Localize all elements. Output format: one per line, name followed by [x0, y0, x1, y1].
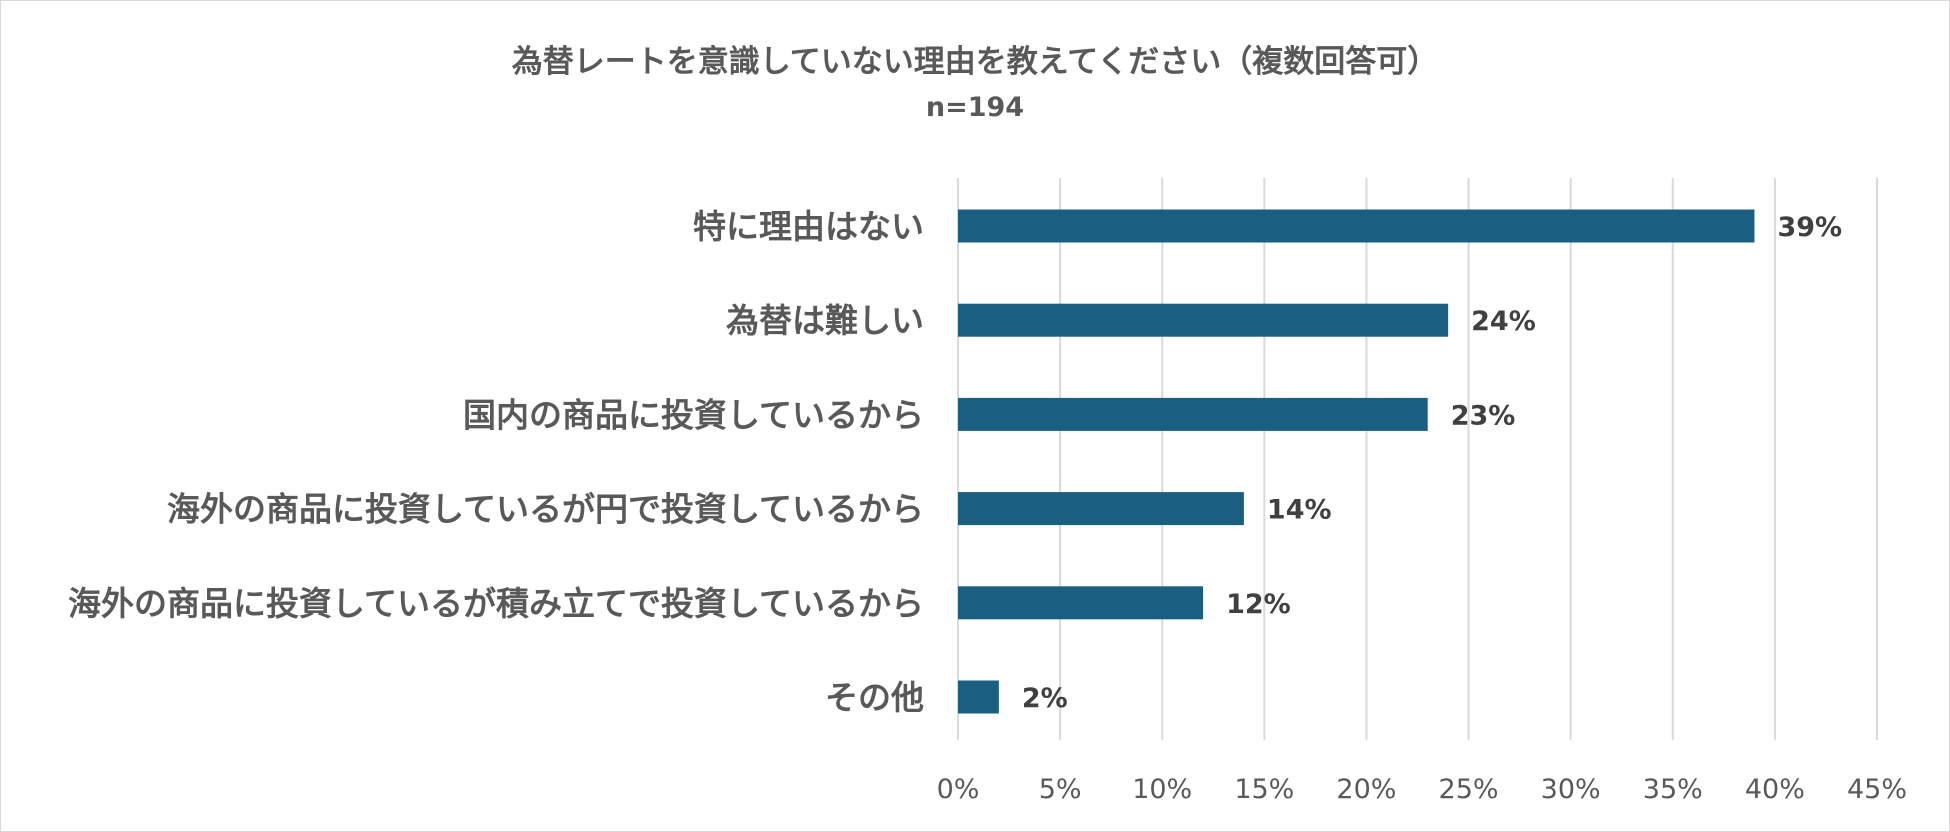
category-label: 特に理由はない [693, 207, 924, 246]
x-tick-label: 10% [1132, 774, 1192, 805]
x-tick-label: 5% [1039, 774, 1082, 805]
chart-subtitle: n=194 [925, 92, 1025, 123]
x-tick-label: 0% [937, 774, 980, 805]
category-label: その他 [825, 678, 924, 717]
bar [958, 680, 999, 714]
data-label: 2% [1022, 683, 1068, 714]
x-tick-label: 15% [1234, 774, 1294, 805]
category-label: 為替は難しい [726, 301, 924, 340]
data-label: 14% [1267, 495, 1332, 526]
bar [958, 209, 1755, 243]
chart-title: 為替レートを意識していない理由を教えてください（複数回答可） [511, 44, 1439, 80]
bar [958, 586, 1204, 620]
data-label: 12% [1226, 589, 1291, 620]
x-tick-label: 25% [1439, 774, 1499, 805]
data-label: 23% [1451, 400, 1516, 431]
bar [958, 397, 1428, 431]
data-label: 24% [1471, 306, 1536, 337]
bars [958, 209, 1755, 714]
labels: 0% 5% 10% 15% 20% 25% 30% 35% 40% 45% 特に理由はない 39% 為替… [68, 207, 1907, 805]
category-label: 国内の商品に投資しているから [463, 395, 924, 434]
x-tick-label: 40% [1745, 774, 1805, 805]
x-tick-label: 30% [1541, 774, 1601, 805]
x-tick-label: 45% [1847, 774, 1907, 805]
x-tick-label: 35% [1643, 774, 1703, 805]
category-label: 海外の商品に投資しているが円で投資しているから [167, 490, 924, 529]
bar [958, 303, 1449, 337]
bar [958, 492, 1244, 526]
data-label: 39% [1777, 212, 1842, 243]
x-tick-label: 20% [1336, 774, 1396, 805]
grid-lines [957, 178, 1878, 740]
category-label: 海外の商品に投資しているが積み立てで投資しているから [68, 584, 924, 623]
